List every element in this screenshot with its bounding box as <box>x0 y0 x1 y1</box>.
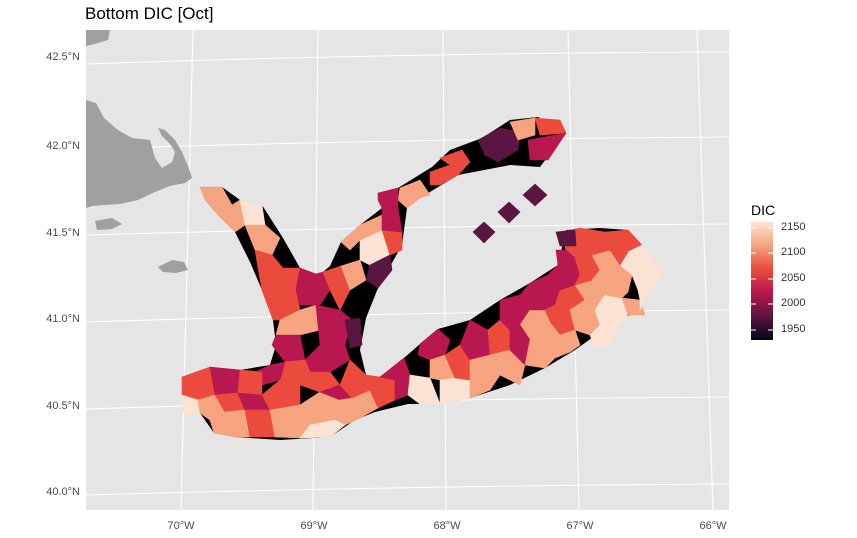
dic-cell <box>497 201 521 224</box>
legend-ticks <box>751 227 773 331</box>
dic-cell <box>472 221 496 244</box>
land-north <box>86 30 110 46</box>
dic-cell <box>522 183 548 207</box>
legend-colorbar <box>751 222 773 340</box>
dic-cell <box>555 229 577 247</box>
dic-cell <box>621 297 646 316</box>
lat-tick-label: 41.5°N <box>46 227 80 239</box>
lat-tick-label: 40.0°N <box>46 486 80 498</box>
dic-cell <box>544 324 581 359</box>
lon-tick-label: 68°W <box>433 520 461 532</box>
legend-label: 1950 <box>781 323 806 335</box>
dic-cell <box>489 349 526 386</box>
lon-axis: 70°W 69°W 68°W 67°W 66°W <box>167 520 727 532</box>
land <box>86 30 192 273</box>
lat-tick-label: 40.5°N <box>46 400 80 412</box>
lon-tick-label: 66°W <box>699 520 727 532</box>
dic-cell <box>439 149 471 176</box>
dic-cell <box>429 164 459 186</box>
dic-cell <box>407 374 441 405</box>
dic-cell <box>237 369 263 396</box>
dic-cell <box>365 254 393 289</box>
dic-cell <box>257 267 301 293</box>
dic-cell <box>261 379 301 411</box>
dic-cell <box>527 132 567 161</box>
legend-label: 2050 <box>781 272 806 284</box>
dic-cell <box>524 339 556 369</box>
land-cape-cod <box>86 100 192 208</box>
dic-cell <box>344 317 363 349</box>
dic-cell <box>377 187 399 209</box>
dic-cell <box>299 419 346 439</box>
dic-cell <box>209 366 241 396</box>
dic-cell <box>254 361 286 386</box>
dic-cell <box>627 244 663 276</box>
lon-tick-label: 70°W <box>167 520 195 532</box>
dic-cell <box>637 271 663 312</box>
gridline-lon-66 <box>696 29 714 511</box>
gridline-lon-68 <box>442 29 447 511</box>
dic-cell <box>555 249 576 266</box>
legend-label: 2150 <box>781 221 806 233</box>
lon-tick-label: 69°W <box>300 520 328 532</box>
dic-cell <box>244 224 281 256</box>
dic-field <box>181 117 663 440</box>
dic-cell <box>589 324 616 349</box>
lat-tick-label: 41.0°N <box>46 313 80 325</box>
dic-cell <box>477 127 521 163</box>
dic-cell <box>322 265 351 311</box>
land-marthas-vineyard <box>95 218 122 230</box>
lat-tick-label: 42.0°N <box>46 140 80 152</box>
gridline-lat-40.0 <box>85 483 730 496</box>
lat-axis: 42.5°N 42.0°N 41.5°N 41.0°N 40.5°N 40.0°… <box>46 51 80 498</box>
lon-tick-label: 67°W <box>566 520 594 532</box>
dic-cell <box>509 117 536 141</box>
land-nantucket <box>158 260 188 273</box>
legend-title: DIC <box>751 202 776 218</box>
legend-label: 2100 <box>781 246 806 258</box>
lat-tick-label: 42.5°N <box>46 51 80 63</box>
gridline-lat-42.5 <box>85 51 730 65</box>
dic-cell <box>295 267 331 306</box>
legend-label: 2000 <box>781 297 806 309</box>
map-title: Bottom DIC [Oct] <box>85 4 214 23</box>
dic-cell <box>334 397 361 426</box>
